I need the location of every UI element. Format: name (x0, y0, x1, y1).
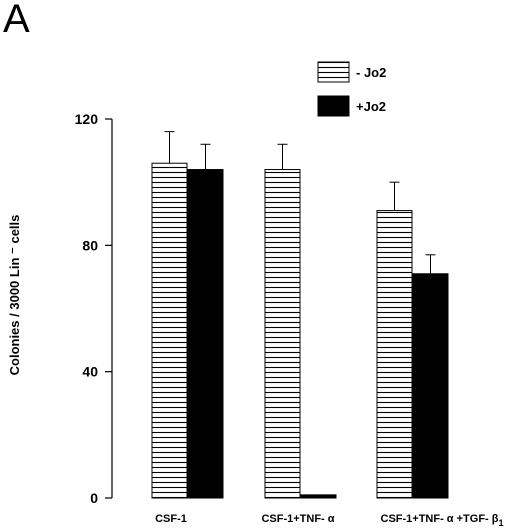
y-tick-label: 120 (75, 111, 99, 127)
x-category-label: CSF-1+TNF- α (261, 513, 334, 525)
bar-minus-jo2-1 (151, 162, 188, 499)
bar-minus-jo2-2 (264, 169, 301, 499)
legend: - Jo2 +Jo2 (317, 61, 386, 117)
bar-plus-jo2-1 (187, 169, 224, 499)
y-axis: 0 40 80 120 (75, 111, 113, 506)
y-tick-label: 0 (90, 490, 98, 506)
y-tick-label: 80 (82, 237, 98, 253)
legend-swatch-plus-jo2 (317, 95, 350, 117)
legend-swatch-minus-jo2 (317, 61, 350, 83)
bar-minus-jo2-3 (376, 210, 413, 499)
y-axis-title: Colonies / 3000 Lin ⁻ cells (7, 215, 22, 376)
panel-letter: A (3, 0, 30, 41)
y-tick-label: 40 (82, 364, 98, 380)
legend-label-plus-jo2: +Jo2 (356, 99, 386, 114)
bar-plus-jo2-3 (412, 273, 449, 499)
x-axis-labels: CSF-1 CSF-1+TNF- α CSF-1+TNF- α +TGF- β1 (155, 513, 503, 528)
legend-label-minus-jo2: - Jo2 (356, 65, 386, 80)
x-category-label: CSF-1 (155, 513, 187, 525)
bars (151, 131, 449, 499)
bar-plus-jo2-2 (300, 494, 337, 499)
x-category-label: CSF-1+TNF- α +TGF- β1 (381, 513, 504, 528)
